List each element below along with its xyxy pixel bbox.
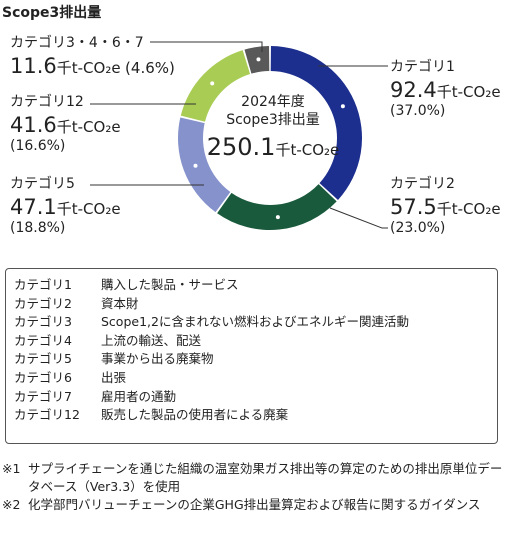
donut-chart bbox=[90, 41, 388, 230]
legend-code: カテゴリ12 bbox=[14, 407, 80, 423]
label-category-3467-unit: 千t-CO₂e bbox=[56, 58, 121, 77]
legend-desc: 出張 bbox=[101, 369, 127, 385]
slice-category-5-anchor bbox=[193, 163, 198, 168]
slice-category-3467-anchor bbox=[256, 57, 261, 62]
legend-code: カテゴリ7 bbox=[14, 388, 72, 404]
label-category-2-number: 57.5 bbox=[390, 194, 437, 219]
legend-row: カテゴリ4 上流の輸送、配送 bbox=[14, 332, 497, 351]
slice-category-2 bbox=[217, 184, 337, 230]
label-category-3467-name: カテゴリ3・4・6・7 bbox=[10, 35, 144, 51]
label-category-1-value: 92.4千t-CO₂e bbox=[390, 77, 501, 103]
legend-code: カテゴリ2 bbox=[14, 295, 72, 311]
label-category-3467-number: 11.6 bbox=[10, 53, 57, 78]
label-category-2-percent: (23.0%) bbox=[390, 219, 446, 236]
slice-category-12-anchor bbox=[210, 81, 215, 86]
donut-center: 2024年度 Scope3排出量 250.1千t-CO₂e bbox=[198, 93, 348, 161]
footnote-text: サプライチェーンを通じた組織の温室効果ガス排出等の算定のための排出原単位データベ… bbox=[28, 461, 503, 494]
legend-code: カテゴリ5 bbox=[14, 351, 72, 367]
legend-code: カテゴリ3 bbox=[14, 314, 72, 330]
legend-desc: 販売した製品の使用者による廃棄 bbox=[101, 407, 289, 423]
legend-row: カテゴリ12 販売した製品の使用者による廃棄 bbox=[14, 406, 497, 425]
label-category-1-percent: (37.0%) bbox=[390, 102, 446, 119]
slice-category-1 bbox=[270, 46, 363, 200]
legend-code: カテゴリ4 bbox=[14, 332, 72, 348]
label-category-1: カテゴリ1 92.4千t-CO₂e (37.0%) bbox=[390, 59, 501, 120]
label-category-5-unit: 千t-CO₂e bbox=[56, 199, 121, 218]
label-category-5-number: 47.1 bbox=[10, 194, 57, 219]
legend-desc: Scope1,2に含まれない燃料およびエネルギー関連活動 bbox=[101, 314, 409, 330]
legend-row: カテゴリ2 資本財 bbox=[14, 295, 497, 314]
category-legend: カテゴリ1 購入した製品・サービス カテゴリ2 資本財 カテゴリ3 Scope1,2に… bbox=[5, 268, 498, 444]
center-total-value: 250.1 bbox=[206, 133, 276, 161]
footnote-mark: ※2 bbox=[2, 497, 21, 512]
footnote: ※1 サプライチェーンを通じた組織の温室効果ガス排出等の算定のための排出原単位デー… bbox=[2, 460, 506, 496]
label-category-3467-value: 11.6千t-CO₂e (4.6%) bbox=[10, 53, 175, 79]
legend-desc: 事業から出る廃棄物 bbox=[101, 351, 214, 367]
footnote-mark: ※1 bbox=[2, 461, 21, 476]
label-category-12-number: 41.6 bbox=[10, 112, 57, 137]
label-category-2: カテゴリ2 57.5千t-CO₂e (23.0%) bbox=[390, 176, 501, 237]
center-total-unit: 千t-CO₂e bbox=[275, 141, 340, 159]
label-category-12-name: カテゴリ12 bbox=[10, 94, 84, 110]
label-category-12-value: 41.6千t-CO₂e bbox=[10, 112, 121, 138]
center-year: 2024年度 bbox=[241, 94, 305, 110]
slice-category-1-anchor bbox=[340, 104, 345, 109]
legend-row: カテゴリ1 購入した製品・サービス bbox=[14, 276, 497, 295]
legend-desc: 上流の輸送、配送 bbox=[101, 332, 202, 348]
legend-code: カテゴリ6 bbox=[14, 369, 72, 385]
legend-row: カテゴリ6 出張 bbox=[14, 369, 497, 388]
legend-code: カテゴリ1 bbox=[14, 277, 72, 292]
label-category-12-unit: 千t-CO₂e bbox=[56, 117, 121, 136]
footnote-text: 化学部門バリューチェーンの企業GHG排出量算定および報告に関するガイダンス bbox=[28, 497, 481, 512]
label-category-1-number: 92.4 bbox=[390, 77, 437, 102]
legend-desc: 資本財 bbox=[101, 295, 139, 311]
label-category-2-name: カテゴリ2 bbox=[390, 176, 455, 192]
label-category-2-value: 57.5千t-CO₂e bbox=[390, 194, 501, 220]
label-category-2-unit: 千t-CO₂e bbox=[436, 199, 501, 218]
label-category-1-name: カテゴリ1 bbox=[390, 59, 455, 75]
label-category-12: カテゴリ12 41.6千t-CO₂e (16.6%) bbox=[10, 94, 121, 155]
legend-desc: 購入した製品・サービス bbox=[101, 277, 239, 292]
center-label: Scope3排出量 bbox=[226, 112, 320, 128]
label-category-5: カテゴリ5 47.1千t-CO₂e (18.8%) bbox=[10, 176, 121, 237]
legend-desc: 雇用者の通勤 bbox=[101, 388, 177, 404]
label-category-1-unit: 千t-CO₂e bbox=[436, 82, 501, 101]
footnote: ※2 化学部門バリューチェーンの企業GHG排出量算定および報告に関するガイダンス bbox=[2, 496, 506, 514]
label-category-5-percent: (18.8%) bbox=[10, 219, 66, 236]
label-category-12-percent: (16.6%) bbox=[10, 137, 66, 154]
label-category-3467: カテゴリ3・4・6・7 11.6千t-CO₂e (4.6%) bbox=[10, 35, 175, 79]
legend-row: カテゴリ7 雇用者の通勤 bbox=[14, 388, 497, 407]
leader-category-3467 bbox=[150, 41, 263, 52]
label-category-3467-percent: (4.6%) bbox=[125, 58, 175, 77]
slice-category-12 bbox=[180, 50, 251, 122]
legend-row: カテゴリ5 事業から出る廃棄物 bbox=[14, 350, 497, 369]
center-total: 250.1千t-CO₂e bbox=[198, 133, 348, 161]
label-category-5-name: カテゴリ5 bbox=[10, 176, 75, 192]
slice-category-2-anchor bbox=[275, 215, 280, 220]
slice-category-5 bbox=[178, 117, 231, 213]
legend-row: カテゴリ3 Scope1,2に含まれない燃料およびエネルギー関連活動 bbox=[14, 313, 497, 332]
label-category-5-value: 47.1千t-CO₂e bbox=[10, 194, 121, 220]
chart-title: Scope3排出量 bbox=[2, 5, 102, 21]
leader-category-2 bbox=[329, 207, 388, 229]
footnotes: ※1 サプライチェーンを通じた組織の温室効果ガス排出等の算定のための排出原単位デー… bbox=[2, 460, 506, 514]
